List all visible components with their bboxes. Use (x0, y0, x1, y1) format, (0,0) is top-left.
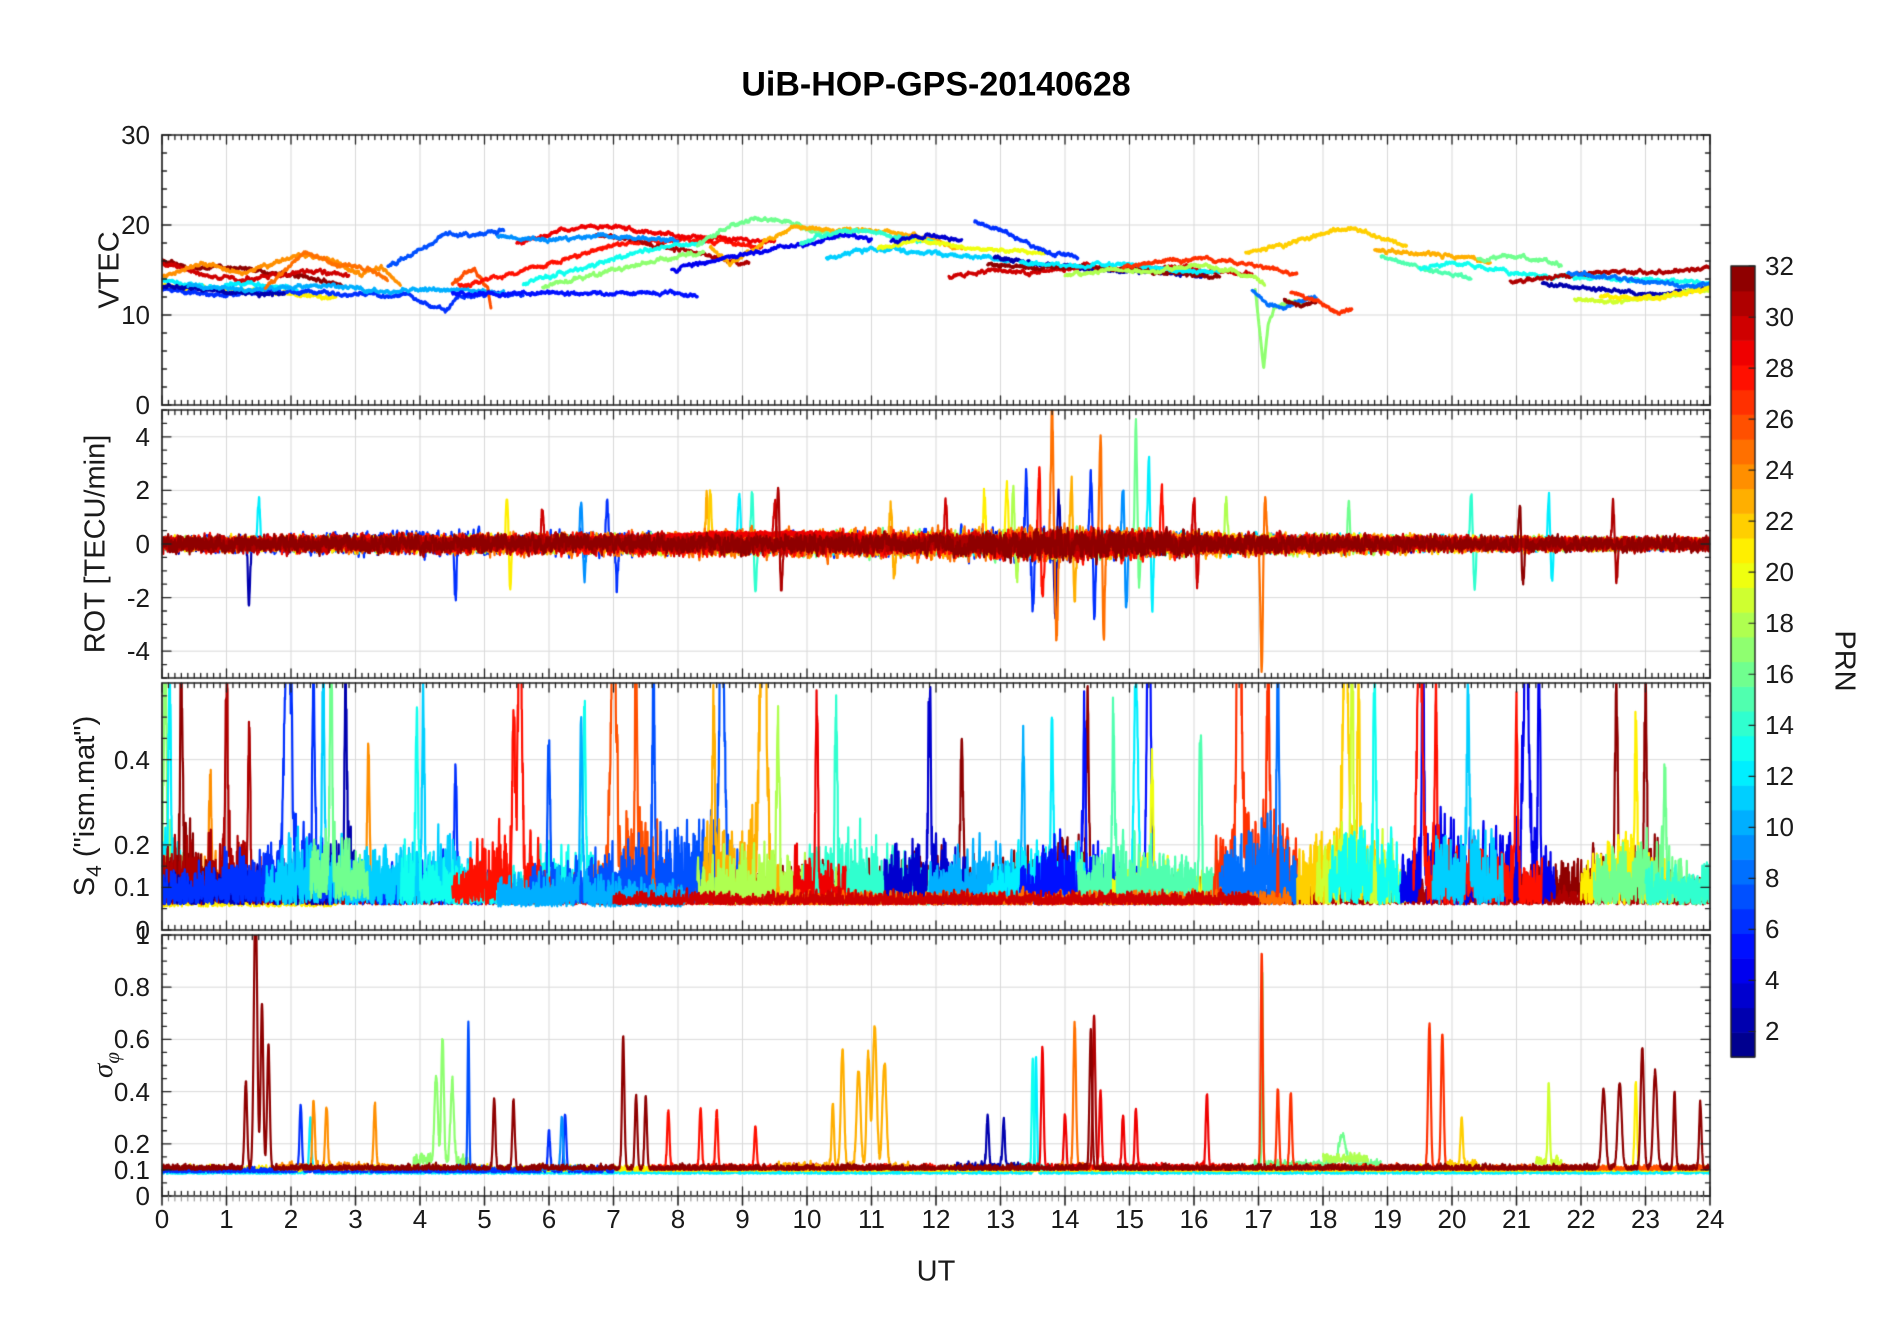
colorbar-tick-label: 4 (1765, 965, 1780, 996)
colorbar-label: PRN (1828, 630, 1861, 692)
sigma-phi-ytick-label: 0 (135, 1181, 150, 1211)
colorbar-tick-label: 18 (1765, 608, 1794, 639)
colorbar-tick-label: 20 (1765, 557, 1794, 588)
x-tick-label: 22 (1566, 1204, 1596, 1234)
x-tick-label: 7 (606, 1204, 621, 1234)
x-tick-label: 11 (858, 1204, 885, 1234)
colorbar-tick-label: 6 (1765, 914, 1780, 945)
colorbar-tick-label: 28 (1765, 353, 1794, 384)
x-tick-label: 20 (1437, 1204, 1467, 1234)
x-tick-label: 16 (1179, 1204, 1209, 1234)
sigma-phi-axis-label: σφ (87, 1052, 124, 1078)
x-tick-label: 13 (986, 1204, 1015, 1234)
colorbar-tick-label: 22 (1765, 506, 1794, 537)
vtec-ytick-label: 10 (121, 300, 150, 330)
s4-ytick-label: 0.2 (113, 829, 150, 860)
x-tick-label: 10 (792, 1204, 822, 1234)
colorbar-tick-label: 10 (1765, 812, 1794, 843)
rot-ytick-label: -2 (126, 582, 150, 613)
x-tick-label: 6 (541, 1204, 557, 1234)
x-tick-label: 18 (1308, 1204, 1338, 1234)
x-tick-label: 24 (1695, 1204, 1725, 1234)
colorbar-tick-label: 16 (1765, 659, 1794, 690)
x-tick-label: 3 (348, 1204, 363, 1234)
x-tick-label: 8 (670, 1204, 686, 1234)
colorbar-tick-label: 30 (1765, 302, 1794, 333)
vtec-ytick-label: 30 (121, 120, 150, 150)
colorbar-tick-label: 24 (1765, 455, 1794, 486)
sigma-phi-ytick-label: 0.6 (113, 1024, 150, 1055)
vtec-ytick-label: 20 (121, 210, 150, 240)
chart-title: UiB-HOP-GPS-20140628 (741, 65, 1131, 104)
colorbar-tick-label: 26 (1765, 404, 1794, 435)
s4-axis-label: S4 ("ism.mat") (69, 715, 106, 897)
x-tick-label: 12 (921, 1204, 951, 1234)
x-tick-label: 9 (735, 1204, 750, 1234)
x-tick-label: 5 (477, 1204, 492, 1234)
sigma-phi-ytick-label: 0.4 (113, 1076, 150, 1107)
s4-ytick-label: 0.1 (113, 872, 150, 903)
x-tick-label: 21 (1502, 1204, 1531, 1234)
sigma-phi-ytick-label: 1 (135, 920, 150, 950)
x-tick-label: 4 (412, 1204, 428, 1234)
x-tick-label: 14 (1050, 1204, 1080, 1234)
rot-ytick-label: 2 (135, 475, 150, 506)
rot-ytick-label: 4 (135, 421, 150, 452)
sigma-phi-ytick-label: 0.8 (113, 972, 150, 1003)
sigma-phi-ytick-label: 0.2 (113, 1128, 150, 1159)
x-tick-label: 2 (283, 1204, 299, 1234)
x-tick-label: 19 (1373, 1204, 1402, 1234)
sigma-phi-ytick-label: 0.1 (113, 1154, 150, 1185)
x-tick-label: 23 (1631, 1204, 1660, 1234)
s4-ytick-label: 0.4 (113, 744, 150, 775)
colorbar-tick-label: 2 (1765, 1016, 1780, 1047)
vtec-ytick-label: 0 (135, 390, 150, 420)
x-tick-label: 15 (1115, 1204, 1144, 1234)
colorbar-tick-label: 12 (1765, 761, 1794, 792)
x-tick-label: 17 (1244, 1204, 1273, 1234)
colorbar-tick-label: 32 (1765, 251, 1794, 281)
x-tick-label: 0 (154, 1204, 170, 1234)
rot-ytick-label: 0 (135, 529, 150, 559)
x-tick-label: 1 (219, 1204, 234, 1234)
vtec-axis-label: VTEC (93, 231, 126, 309)
colorbar-tick-label: 14 (1765, 710, 1794, 741)
rot-ytick-label: -4 (126, 636, 150, 667)
x-axis-label: UT (916, 1255, 956, 1288)
colorbar-tick-label: 8 (1765, 863, 1780, 894)
s4-ytick-label: 0 (135, 915, 150, 945)
